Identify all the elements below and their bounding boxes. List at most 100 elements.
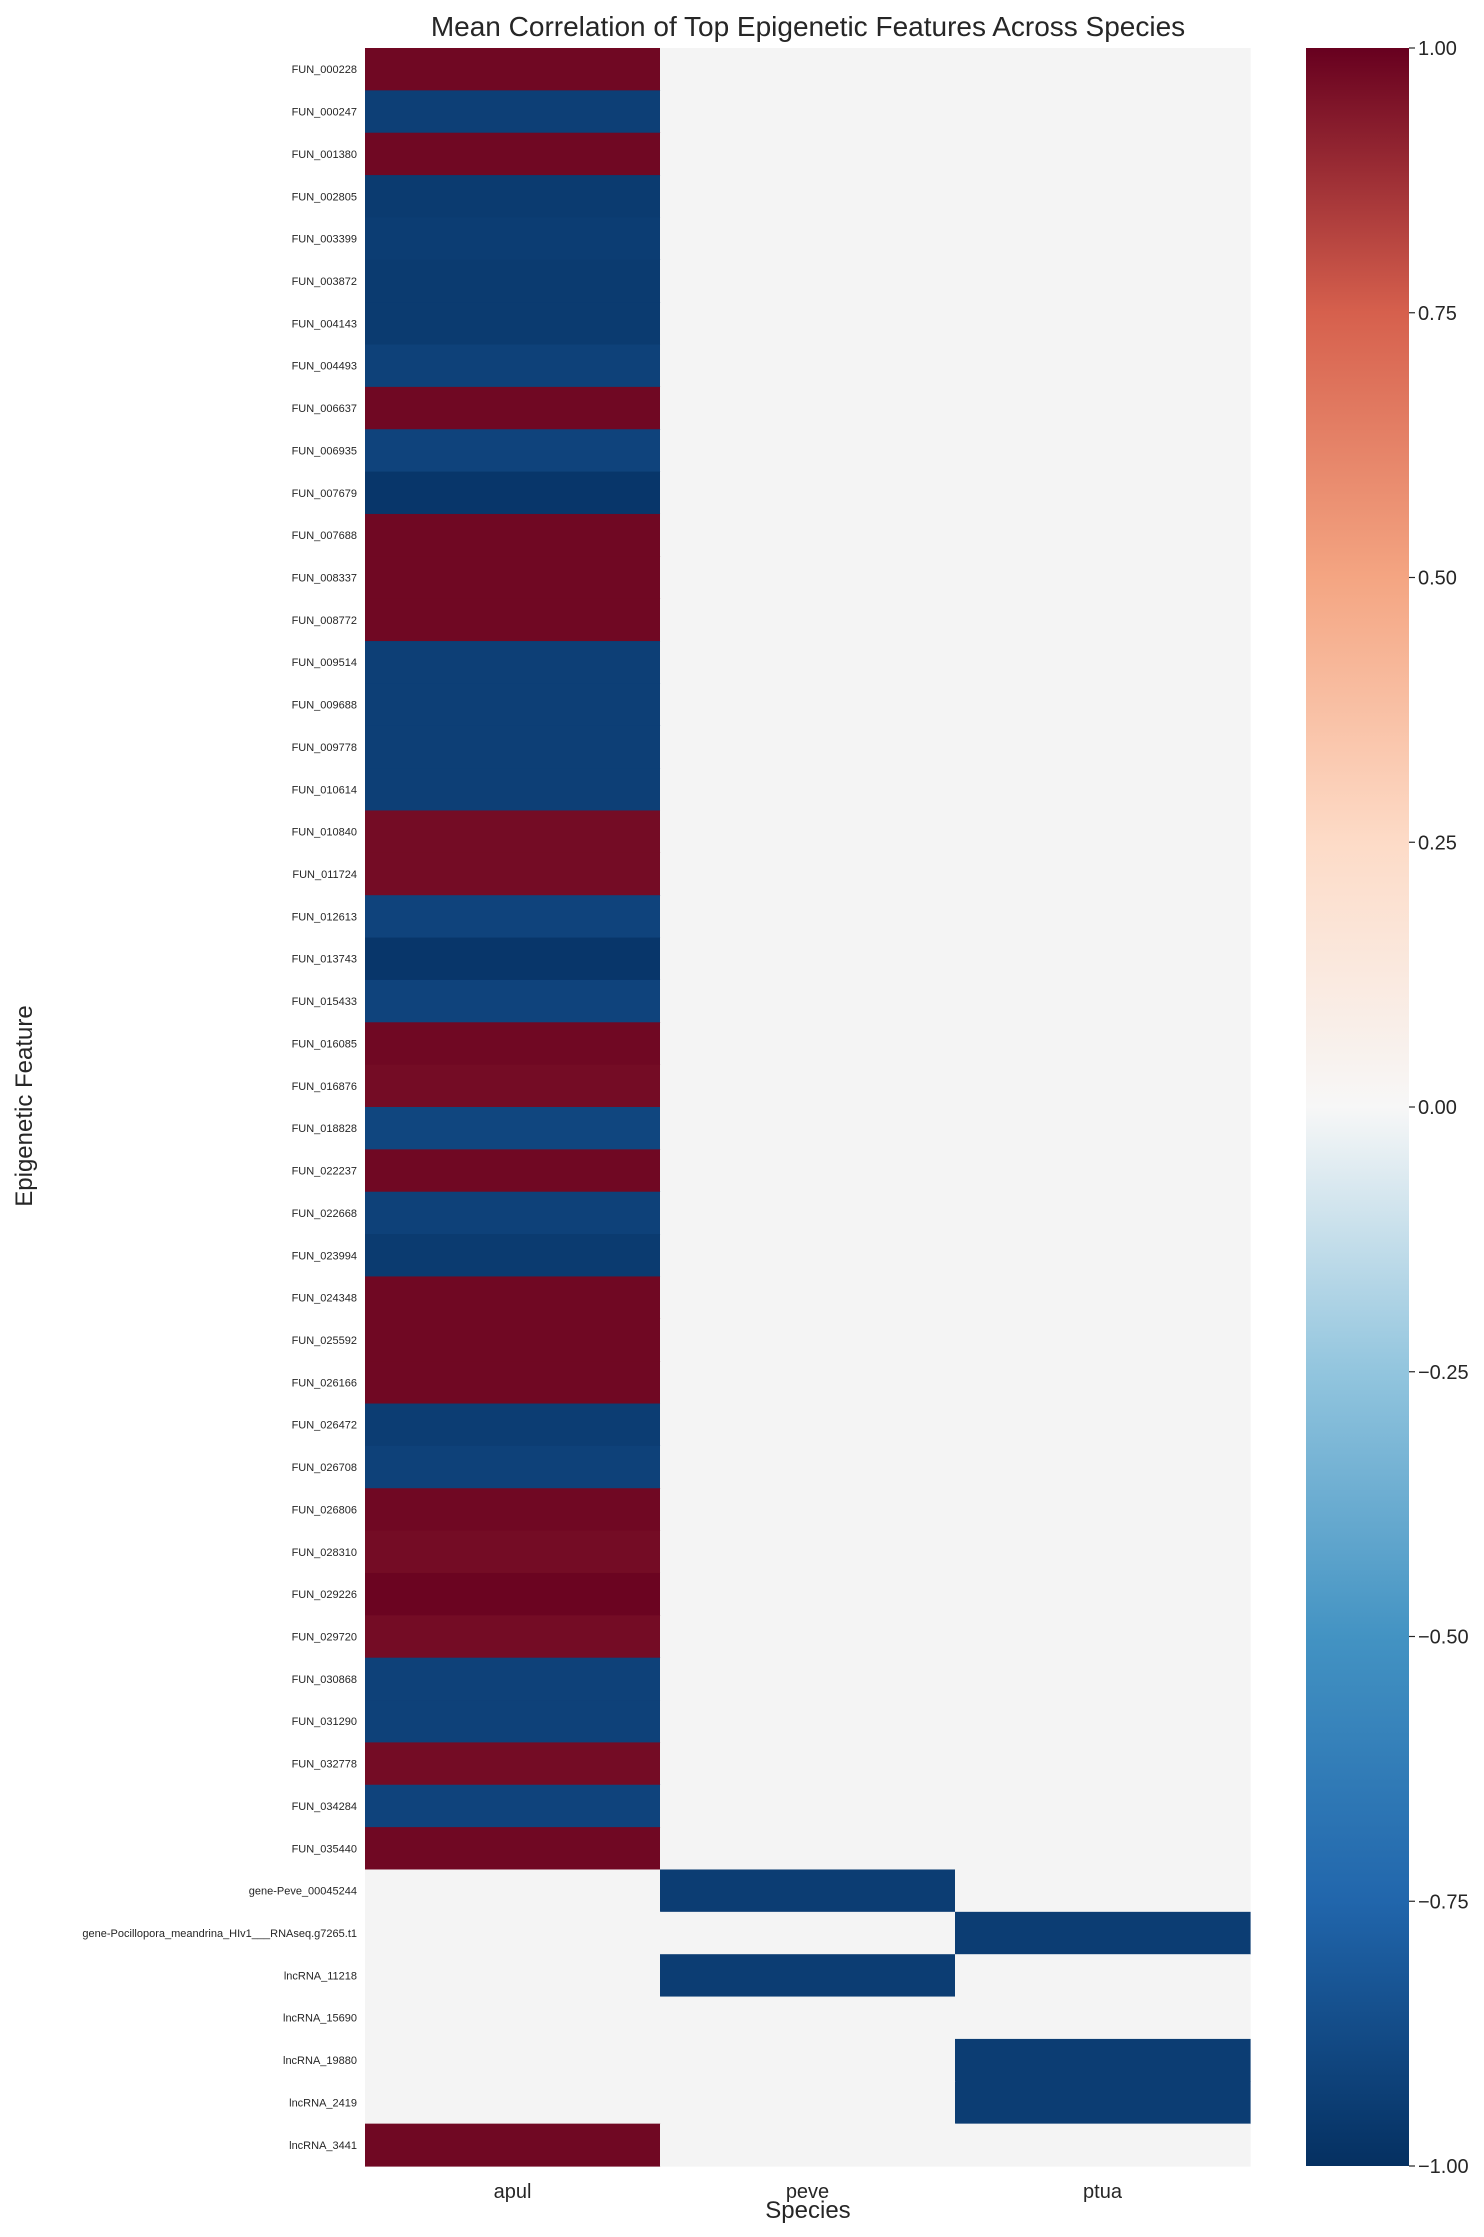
- heatmap-cell: [660, 2038, 956, 2082]
- row-label: FUN_028310: [292, 1547, 357, 1559]
- heatmap-cell: [365, 1700, 661, 1743]
- heatmap-cell: [365, 725, 661, 769]
- heatmap-cell: [660, 768, 956, 812]
- heatmap-cell: [955, 1022, 1251, 1066]
- heatmap-cell: [660, 1276, 956, 1320]
- heatmap-cell: [365, 132, 661, 176]
- heatmap-cell: [955, 1318, 1251, 1362]
- heatmap-cell: [365, 1276, 661, 1320]
- heatmap-cell: [365, 1530, 661, 1574]
- heatmap-cell: [660, 2081, 956, 2125]
- row-label: FUN_031290: [292, 1716, 357, 1728]
- heatmap-cell: [955, 1403, 1251, 1447]
- heatmap-cell: [365, 1445, 661, 1489]
- heatmap-cell: [660, 852, 956, 896]
- heatmap-cell: [955, 1869, 1251, 1913]
- heatmap-cell: [660, 1149, 956, 1193]
- row-label: FUN_000247: [292, 107, 357, 119]
- row-label: FUN_016876: [292, 1081, 357, 1093]
- row-label: FUN_023994: [292, 1250, 357, 1262]
- colorbar-ticks: 1.00 0.75 0.50 0.25 0.00 −0.25 −0.50 −0.75 −1.00: [1409, 38, 1469, 2178]
- heatmap-cell: [365, 641, 661, 684]
- heatmap-cell: [660, 132, 956, 176]
- colorbar-tick-label: 0.50: [1418, 568, 1457, 590]
- row-label: FUN_030868: [292, 1674, 357, 1686]
- heatmap-cell: [955, 1572, 1251, 1616]
- row-label: FUN_022237: [292, 1166, 357, 1178]
- heatmap-cell: [660, 2123, 956, 2167]
- column-label: peve: [786, 2181, 829, 2203]
- heatmap-cell: [955, 471, 1251, 515]
- heatmap-cell: [365, 175, 661, 219]
- colorbar-tick-label: 0.25: [1418, 832, 1457, 854]
- heatmap-cell: [955, 937, 1251, 981]
- row-label: FUN_007688: [292, 530, 357, 542]
- heatmap-cell: [365, 259, 661, 303]
- heatmap-cell: [955, 1191, 1251, 1235]
- colorbar: [1306, 48, 1409, 2166]
- row-label: lncRNA_3441: [289, 2140, 357, 2152]
- heatmap-cell: [365, 1234, 661, 1278]
- row-label: lncRNA_2419: [289, 2097, 357, 2109]
- heatmap-cell: [660, 1742, 956, 1786]
- heatmap-cell: [660, 1488, 956, 1532]
- x-axis-label: Species: [765, 2197, 850, 2224]
- heatmap-cell: [955, 641, 1251, 684]
- heatmap-cell: [660, 725, 956, 769]
- heatmap-cell: [955, 810, 1251, 854]
- heatmap-cell: [365, 1318, 661, 1362]
- heatmap-cell: [660, 1530, 956, 1574]
- heatmap-cell: [660, 259, 956, 303]
- heatmap-cell: [365, 979, 661, 1023]
- row-label: FUN_010840: [292, 827, 357, 839]
- heatmap-cell: [955, 556, 1251, 600]
- heatmap-cell: [660, 1869, 956, 1913]
- heatmap-cell: [955, 2038, 1251, 2082]
- heatmap-cell: [365, 937, 661, 981]
- heatmap-cell: [660, 344, 956, 388]
- heatmap-cell: [660, 1234, 956, 1278]
- heatmap-cell: [955, 513, 1251, 557]
- heatmap-cell: [365, 1488, 661, 1532]
- heatmap-cell: [955, 429, 1251, 473]
- row-label: FUN_011724: [292, 869, 357, 881]
- row-label: FUN_000228: [292, 64, 357, 76]
- heatmap-cell: [365, 1827, 661, 1871]
- heatmap-cell: [660, 1022, 956, 1066]
- column-labels: apul peve ptua: [494, 2181, 1123, 2203]
- heatmap-cell: [955, 683, 1251, 727]
- heatmap-cell: [660, 1064, 956, 1108]
- heatmap-cell: [365, 852, 661, 896]
- heatmap-cell: [660, 1657, 956, 1701]
- row-label: FUN_024348: [292, 1293, 357, 1305]
- row-label: gene-Peve_00045244: [249, 1886, 357, 1898]
- column-label: apul: [494, 2181, 532, 2203]
- heatmap-cell: [660, 1445, 956, 1489]
- heatmap-cell: [365, 513, 661, 557]
- heatmap-cell: [955, 1657, 1251, 1701]
- heatmap-cell: [660, 386, 956, 430]
- heatmap-cell: [955, 1234, 1251, 1278]
- heatmap-cell: [660, 217, 956, 261]
- row-label: FUN_029720: [292, 1632, 357, 1644]
- heatmap-cell: [955, 344, 1251, 388]
- heatmap-cell: [365, 1022, 661, 1066]
- heatmap-cell: [365, 2038, 661, 2082]
- chart-title: Mean Correlation of Top Epigenetic Featu…: [431, 11, 1185, 42]
- heatmap-cell: [365, 429, 661, 473]
- heatmap-cell: [955, 1530, 1251, 1574]
- heatmap-cell: [955, 1615, 1251, 1659]
- heatmap-cell: [660, 1700, 956, 1743]
- row-label: FUN_003399: [292, 234, 357, 246]
- heatmap-cell: [955, 48, 1251, 91]
- row-label: FUN_022668: [292, 1208, 357, 1220]
- heatmap-cell: [365, 1572, 661, 1616]
- heatmap-cell: [955, 1149, 1251, 1193]
- heatmap-cell: [660, 683, 956, 727]
- row-label: FUN_016085: [292, 1038, 357, 1050]
- colorbar-tick-label: −0.25: [1418, 1362, 1469, 1384]
- colorbar-tick-label: −1.00: [1418, 2156, 1469, 2178]
- row-label: FUN_029226: [292, 1589, 357, 1601]
- heatmap-cell: [365, 683, 661, 727]
- heatmap-cell: [955, 1445, 1251, 1489]
